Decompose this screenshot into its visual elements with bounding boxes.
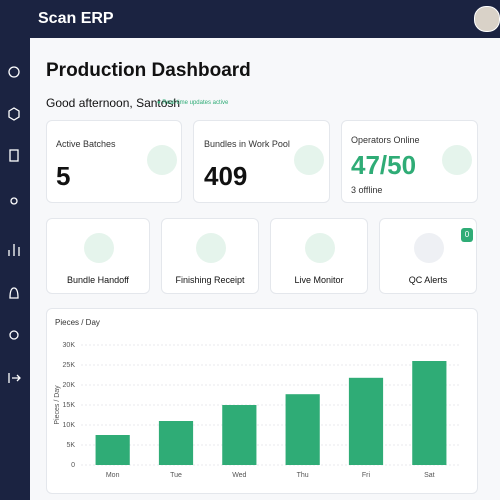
x-tick-label: Wed <box>232 472 246 479</box>
nav-reports[interactable] <box>9 149 19 162</box>
nav-batches[interactable] <box>8 107 20 121</box>
y-axis-label: Pieces / Day <box>54 385 61 425</box>
action-label: Live Monitor <box>294 275 344 285</box>
sidebar <box>0 38 30 500</box>
alert-badge: 0 <box>461 228 473 242</box>
y-tick-label: 0 <box>71 462 75 469</box>
bar <box>285 394 320 465</box>
bar <box>348 377 384 465</box>
stat-value: 47/50 <box>351 150 417 180</box>
stat-value: 5 <box>56 161 71 191</box>
action-card[interactable]: QC Alerts 0 <box>379 218 477 294</box>
stat-icon <box>442 145 472 175</box>
y-tick-label: 20K <box>63 382 76 389</box>
action-label: Finishing Receipt <box>175 275 245 285</box>
chart: Pieces / Day Pieces / Day 0 5K 10K 15K 20K 25… <box>54 318 461 479</box>
stat-card: Operators Online 47/50 3 offline <box>341 120 478 203</box>
chart-card: Pieces / Day Pieces / Day 0 5K 10K 15K 20K 25… <box>46 308 478 494</box>
stat-value: 409 <box>204 161 248 191</box>
avatar[interactable] <box>474 6 500 32</box>
stat-card: Active Batches 5 <box>46 120 182 203</box>
x-tick-label: Tue <box>170 472 182 479</box>
stat-note: 3 offline <box>351 185 383 195</box>
x-tick-label: Fri <box>362 472 371 479</box>
chart-title: Pieces / Day <box>55 318 100 327</box>
stat-label: Active Batches <box>56 139 116 149</box>
y-tick-label: 10K <box>63 422 76 429</box>
stat-icon <box>147 145 177 175</box>
y-tick-label: 15K <box>63 402 76 409</box>
bar <box>222 405 257 465</box>
bar <box>158 421 194 465</box>
y-tick-label: 5K <box>66 442 75 449</box>
x-tick-label: Mon <box>106 472 120 479</box>
bar <box>412 361 447 465</box>
action-card[interactable]: Live Monitor <box>270 218 368 294</box>
x-tick-label: Sat <box>424 472 435 479</box>
app-title: Scan ERP <box>38 10 114 27</box>
nav-analytics[interactable] <box>8 244 20 256</box>
stat-card: Bundles in Work Pool 409 <box>193 120 330 203</box>
y-tick-label: 25K <box>63 362 76 369</box>
stat-label: Bundles in Work Pool <box>204 139 290 149</box>
status-badge: ● Real-time updates active <box>157 100 229 106</box>
stat-label: Operators Online <box>351 135 420 145</box>
nav-dashboard[interactable] <box>8 66 20 78</box>
action-card[interactable]: Bundle Handoff <box>46 218 150 294</box>
stat-icon <box>294 145 324 175</box>
nav-alerts[interactable] <box>9 287 19 299</box>
bar <box>95 435 130 465</box>
x-tick-label: Thu <box>297 472 309 479</box>
action-label: Bundle Handoff <box>67 275 129 285</box>
status-text: Real-time updates active <box>162 100 229 106</box>
action-icon <box>305 233 335 263</box>
action-icon <box>84 233 114 263</box>
action-icon <box>196 233 226 263</box>
page-title: Production Dashboard <box>46 60 251 81</box>
nav-settings[interactable] <box>9 330 19 340</box>
nav-users[interactable] <box>10 197 18 205</box>
action-icon <box>414 233 444 263</box>
header: Scan ERP <box>0 0 500 38</box>
greeting: Good afternoon, Santosh <box>46 96 181 110</box>
y-tick-label: 30K <box>63 342 76 349</box>
action-label: QC Alerts <box>408 275 448 285</box>
nav-logout[interactable] <box>8 373 21 383</box>
action-card[interactable]: Finishing Receipt <box>161 218 259 294</box>
